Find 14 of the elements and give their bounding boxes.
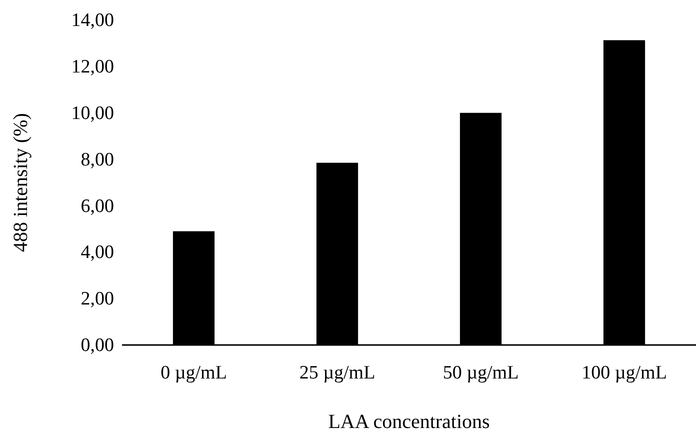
x-axis-title: LAA concentrations [328,411,490,433]
x-tick-label: 50 µg/mL [442,362,519,384]
y-axis-title: 488 intensity (%) [10,113,32,252]
y-tick-label: 2,00 [80,288,114,310]
y-tick-label: 8,00 [80,149,114,170]
y-tick-label: 14,00 [71,10,114,32]
y-tick-label: 4,00 [80,242,114,264]
x-tick-label: 100 µg/mL [582,362,667,384]
y-tick-label: 6,00 [80,196,114,217]
y-tick-label: 0,00 [80,335,114,356]
y-tick-label: 12,00 [71,56,114,78]
x-tick-label: 25 µg/mL [299,362,376,384]
x-tick-label: 0 µg/mL [160,362,227,384]
y-tick-label: 10,00 [71,102,114,124]
